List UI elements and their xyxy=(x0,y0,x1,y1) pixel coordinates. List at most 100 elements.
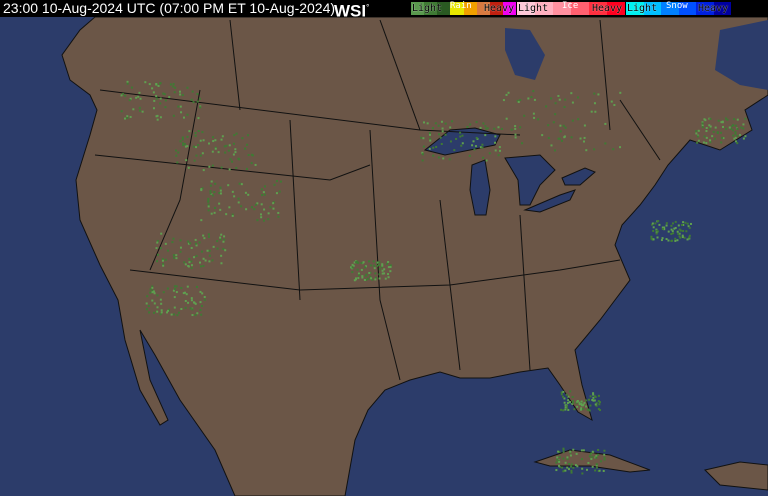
precip-echo xyxy=(184,299,187,302)
precip-echo xyxy=(569,390,572,393)
precip-echo xyxy=(570,465,573,468)
precip-echo xyxy=(573,408,576,411)
precip-echo xyxy=(247,134,250,137)
precip-echo xyxy=(186,86,189,89)
precip-echo xyxy=(502,99,505,102)
precip-echo xyxy=(583,401,586,404)
precip-echo xyxy=(219,236,222,239)
precip-echo xyxy=(223,235,226,238)
precip-echo xyxy=(378,277,381,280)
precip-echo xyxy=(557,450,560,453)
precip-echo xyxy=(173,91,176,94)
precip-echo xyxy=(589,395,592,398)
precip-echo xyxy=(488,152,491,155)
precip-echo xyxy=(582,408,585,411)
precip-echo xyxy=(190,297,193,300)
precip-echo xyxy=(679,236,682,239)
precip-echo xyxy=(654,222,657,225)
precip-echo xyxy=(207,235,210,238)
precip-echo xyxy=(253,208,256,211)
precip-echo xyxy=(256,219,259,222)
precip-echo xyxy=(560,139,563,142)
precip-echo xyxy=(744,117,747,120)
precip-echo xyxy=(168,308,171,311)
precip-echo xyxy=(468,154,471,157)
precip-echo xyxy=(273,183,276,186)
precip-echo xyxy=(570,136,573,139)
precip-echo xyxy=(482,156,485,159)
precip-echo xyxy=(272,207,275,210)
precip-echo xyxy=(201,187,204,190)
precip-echo xyxy=(652,226,655,229)
precip-echo xyxy=(697,129,700,132)
precip-echo xyxy=(378,261,381,264)
precip-echo xyxy=(175,285,178,288)
precip-echo xyxy=(126,117,129,120)
precip-echo xyxy=(197,117,200,120)
precip-echo xyxy=(742,127,745,130)
precip-echo xyxy=(380,265,383,268)
precip-echo xyxy=(124,117,127,120)
precip-echo xyxy=(234,148,237,151)
precip-echo xyxy=(474,145,477,148)
precip-echo xyxy=(564,126,567,129)
precip-echo xyxy=(381,264,384,267)
precip-echo xyxy=(352,264,355,267)
precip-echo xyxy=(721,121,724,124)
precip-echo xyxy=(709,141,712,144)
precip-echo xyxy=(144,81,147,84)
precip-echo xyxy=(164,106,167,109)
precip-echo xyxy=(734,124,737,127)
precip-echo xyxy=(207,203,210,206)
precip-echo xyxy=(564,404,567,407)
precip-echo xyxy=(139,97,142,100)
precip-echo xyxy=(172,289,175,292)
precip-echo xyxy=(585,468,588,471)
precip-echo xyxy=(595,466,598,469)
precip-echo xyxy=(619,91,622,94)
precip-echo xyxy=(374,272,377,275)
legend-swatch xyxy=(476,2,490,15)
precip-echo xyxy=(733,137,736,140)
precip-echo xyxy=(151,87,154,90)
precip-echo xyxy=(234,151,237,154)
precip-echo xyxy=(701,124,704,127)
precip-echo xyxy=(361,276,364,279)
precip-echo xyxy=(169,83,172,86)
precip-echo xyxy=(671,239,674,242)
precip-echo xyxy=(196,92,199,95)
gulf-st-lawrence xyxy=(715,20,768,90)
precip-echo xyxy=(576,405,579,408)
precip-echo xyxy=(162,291,165,294)
precip-echo xyxy=(558,450,561,453)
precip-echo xyxy=(705,130,708,133)
precip-echo xyxy=(652,238,655,241)
precip-echo xyxy=(704,119,707,122)
precip-echo xyxy=(219,186,222,189)
precip-echo xyxy=(579,408,582,411)
precip-echo xyxy=(736,118,739,121)
precip-echo xyxy=(566,456,569,459)
precip-echo xyxy=(602,469,605,472)
precip-echo xyxy=(211,164,214,167)
precip-echo xyxy=(581,472,584,475)
precip-echo xyxy=(208,142,211,145)
precip-echo xyxy=(562,457,565,460)
precip-echo xyxy=(221,135,224,138)
precip-echo xyxy=(372,264,375,267)
precip-echo xyxy=(421,153,424,156)
precip-echo xyxy=(381,263,384,266)
precip-echo xyxy=(231,213,234,216)
precip-echo xyxy=(711,135,714,138)
precip-echo xyxy=(207,199,210,202)
precip-echo xyxy=(703,135,706,138)
precip-echo xyxy=(185,159,188,162)
precip-echo xyxy=(670,228,673,231)
precip-echo xyxy=(731,129,734,132)
precip-echo xyxy=(591,465,594,468)
precip-echo xyxy=(507,91,510,94)
precip-echo xyxy=(448,158,451,161)
precip-echo xyxy=(374,276,377,279)
precip-echo xyxy=(383,268,386,271)
precip-echo xyxy=(651,223,654,226)
